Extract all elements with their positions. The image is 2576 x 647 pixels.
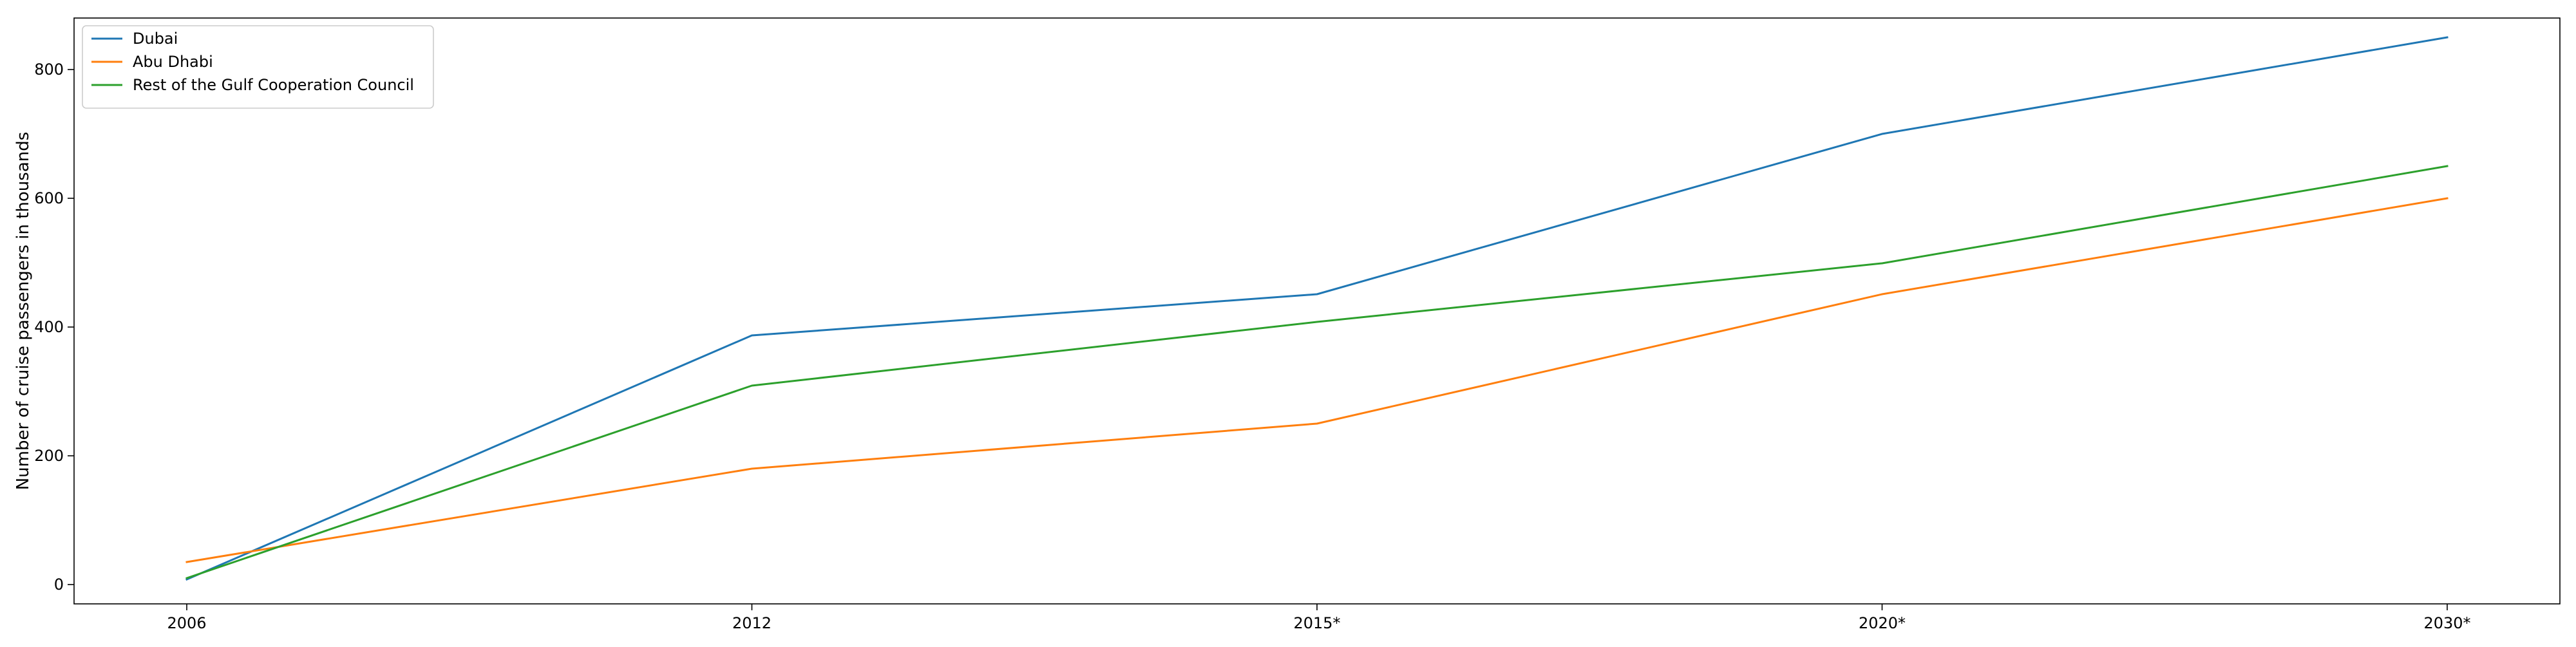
y-axis: 0 200 400 600 800 xyxy=(34,61,74,594)
legend-label: Abu Dhabi xyxy=(133,53,213,71)
series-line-2 xyxy=(185,165,2448,579)
y-axis-label: Number of cruise passengers in thousands xyxy=(14,132,33,491)
legend-label: Rest of the Gulf Cooperation Council xyxy=(133,76,414,94)
x-tick-label: 2006 xyxy=(167,614,206,632)
x-tick-label: 2015* xyxy=(1293,614,1340,632)
legend-box xyxy=(82,25,434,109)
legend: Dubai Abu Dhabi Rest of the Gulf Cooperati… xyxy=(82,25,434,109)
y-tick-label: 800 xyxy=(34,61,64,79)
x-tick-label: 2020* xyxy=(1859,614,1906,632)
x-tick-label: 2030* xyxy=(2423,614,2470,632)
x-tick-label: 2012 xyxy=(732,614,772,632)
x-axis: 2006 2012 2015* 2020* 2030* xyxy=(167,604,2471,632)
y-tick-label: 0 xyxy=(54,576,64,594)
series-layer xyxy=(185,36,2448,581)
plot-frame xyxy=(73,17,2561,605)
y-tick-label: 200 xyxy=(34,447,64,465)
plot-area xyxy=(74,18,2560,604)
legend-label: Dubai xyxy=(133,30,178,48)
series-line-0 xyxy=(185,36,2448,581)
series-line-1 xyxy=(185,197,2448,563)
y-tick-label: 400 xyxy=(34,318,64,336)
y-tick-label: 600 xyxy=(34,189,64,207)
